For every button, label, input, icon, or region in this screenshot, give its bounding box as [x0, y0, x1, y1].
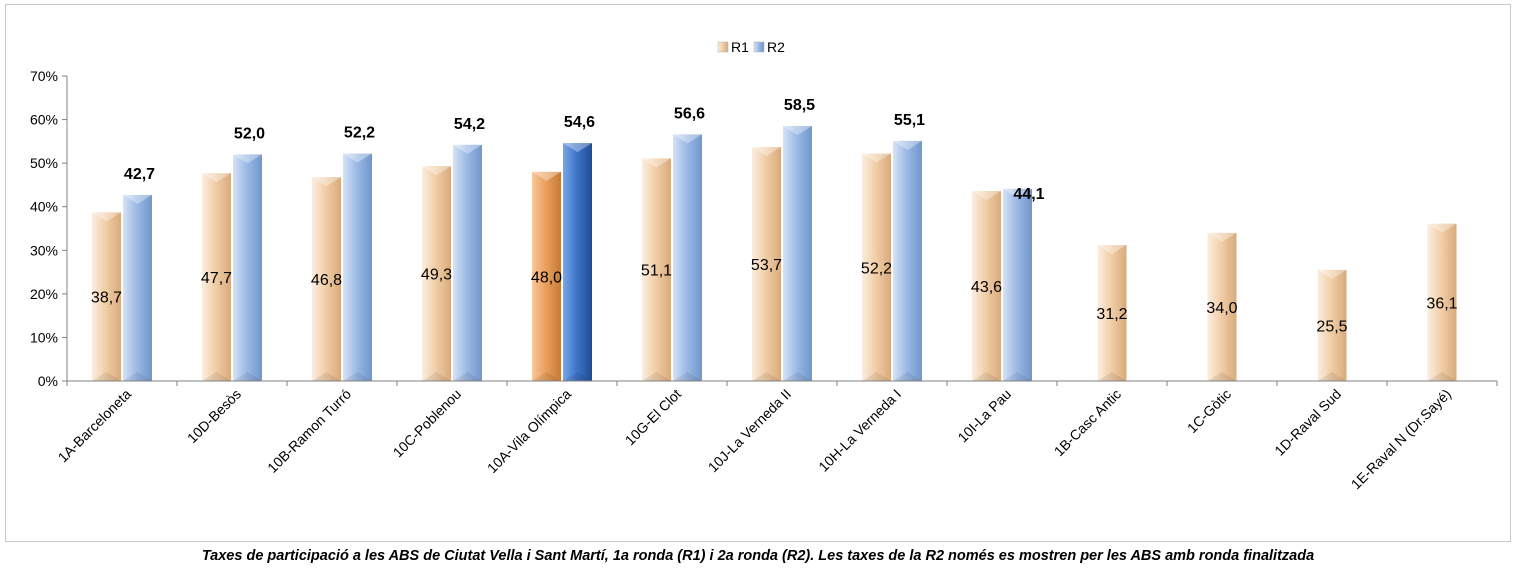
data-label-r1: 47,7: [201, 270, 232, 287]
bar-r2: [673, 134, 702, 381]
x-category-label: 10G-El Clot: [622, 386, 685, 449]
chart-caption: Taxes de participació a les ABS de Ciuta…: [201, 548, 1315, 564]
x-category-label: 10B-Ramon Turró: [264, 386, 354, 476]
data-label-r2: 42,7: [124, 166, 155, 183]
x-category-label: 1A-Barceloneta: [55, 386, 135, 466]
data-label-r1: 48,0: [531, 269, 562, 286]
chart-frame: [5, 4, 1511, 542]
bar-r2: [893, 140, 922, 381]
x-category-label: 10H-La Verneda I: [815, 386, 904, 475]
bar-r1: [972, 191, 1001, 381]
y-tick-label: 0%: [38, 373, 58, 389]
y-tick-label: 70%: [30, 68, 58, 84]
data-label-r2: 52,0: [234, 125, 265, 142]
data-label-r1: 43,6: [971, 279, 1002, 296]
data-label-r1: 46,8: [311, 272, 342, 289]
y-tick-label: 60%: [30, 112, 58, 128]
data-label-r2: 52,2: [344, 125, 375, 142]
x-category-label: 1D-Raval Sud: [1271, 386, 1344, 459]
y-tick-label: 30%: [30, 242, 58, 258]
data-label-r2: 56,6: [674, 105, 705, 122]
data-label-r2: 44,1: [1013, 186, 1044, 203]
data-label-r2: 54,6: [564, 114, 595, 131]
x-category-label: 10I-La Pau: [954, 386, 1014, 446]
bar-r1: [862, 153, 891, 381]
y-tick-label: 50%: [30, 155, 58, 171]
bars: 38,7 42,7 47,7 52,0 46,8 52,2 49,3 54,2 48,0 54,6…: [91, 97, 1458, 381]
legend-label-r2: R2: [767, 39, 785, 55]
bar-r2: [783, 126, 812, 381]
x-axis: 1A-Barceloneta 10D-Besòs 10B-Ramon Turró 10…: [55, 380, 1498, 492]
x-category-label: 10J-La Verneda II: [705, 386, 794, 475]
data-label-r2: 58,5: [784, 97, 815, 114]
data-label-r1: 34,0: [1206, 300, 1237, 317]
bar-r1: [92, 212, 121, 381]
bar-r1: [532, 171, 561, 381]
data-label-r1: 49,3: [421, 267, 452, 284]
data-label-r1: 25,5: [1316, 318, 1347, 335]
data-label-r1: 53,7: [751, 257, 782, 274]
bar-r1: [1317, 269, 1347, 381]
bar-r1: [202, 173, 231, 381]
data-label-r1: 51,1: [641, 263, 672, 280]
bar-r1: [642, 158, 671, 381]
data-label-r2: 55,1: [894, 112, 925, 129]
y-axis: 0% 10% 20% 30% 40% 50% 60% 70%: [30, 68, 68, 389]
bar-r2: [563, 143, 592, 381]
x-category-label: 1C-Gòtic: [1184, 386, 1234, 436]
bar-r1: [1097, 245, 1127, 381]
data-label-r2: 54,2: [454, 116, 485, 133]
bar-r1: [422, 166, 451, 381]
x-category-label: 10D-Besòs: [184, 386, 244, 446]
x-category-label: 10C-Poblenou: [390, 386, 465, 461]
data-label-r1: 38,7: [91, 290, 122, 307]
bar-r2: [453, 144, 482, 381]
x-category-label: 1B-Casc Antic: [1051, 386, 1124, 459]
y-tick-label: 10%: [30, 329, 58, 345]
bar-r1: [752, 147, 781, 381]
data-label-r1: 31,2: [1096, 306, 1127, 323]
data-label-r1: 52,2: [861, 260, 892, 277]
legend-label-r1: R1: [731, 39, 749, 55]
legend: R1 R2: [717, 39, 785, 55]
bar-chart: R1 R2 0% 10% 20% 30% 40% 50% 60% 70% 38,7 42,7 47,…: [30, 39, 1498, 492]
y-tick-label: 40%: [30, 199, 58, 215]
y-tick-label: 20%: [30, 286, 58, 302]
bar-r1: [1427, 223, 1457, 381]
x-category-label: 10A-Vila Olímpica: [484, 386, 575, 477]
data-label-r1: 36,1: [1426, 295, 1457, 312]
bar-r2: [1003, 188, 1032, 381]
bar-r1: [312, 177, 341, 381]
bar-r2: [233, 154, 262, 381]
legend-swatch-r2: [753, 41, 765, 53]
bar-r2: [123, 194, 152, 381]
bar-r2: [343, 153, 372, 381]
x-category-label: 1E-Raval N (Dr.Sayé): [1348, 386, 1454, 492]
legend-swatch-r1: [717, 41, 729, 53]
bar-r1: [1207, 232, 1237, 381]
